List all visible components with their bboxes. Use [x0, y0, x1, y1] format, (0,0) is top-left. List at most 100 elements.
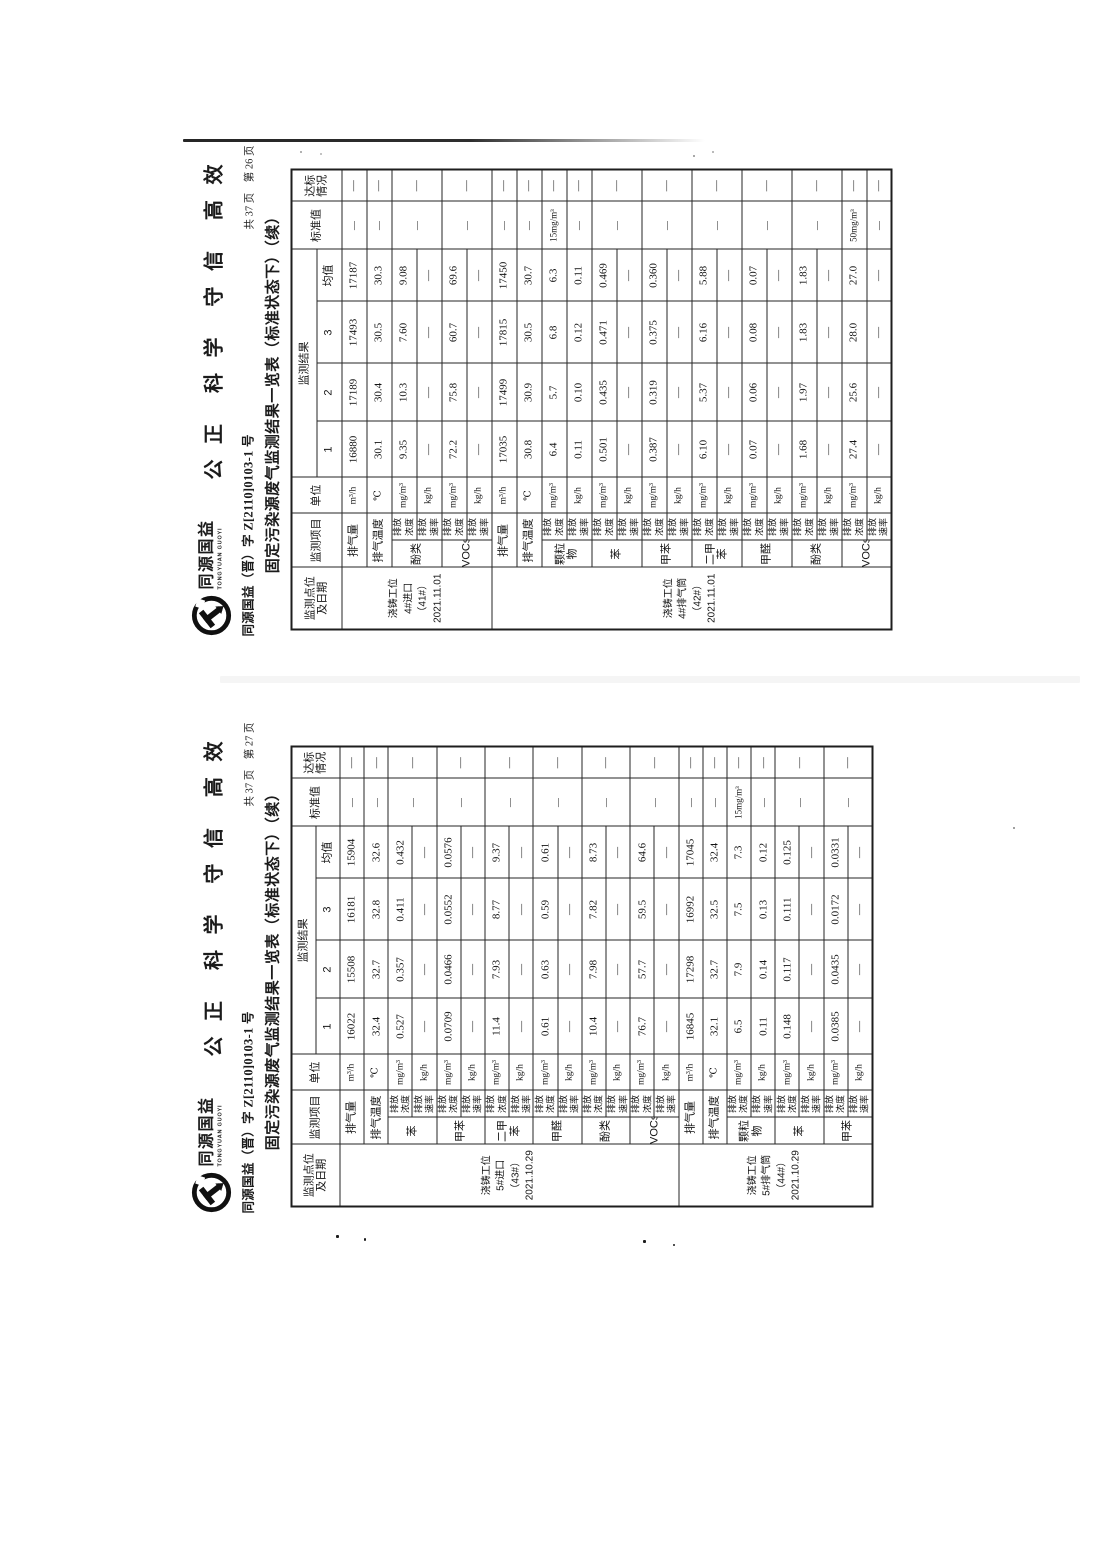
standard-cell: — — [581, 778, 631, 827]
value-cell: — — [412, 940, 437, 999]
standard-cell: — — [339, 778, 365, 827]
value-cell: 15508 — [339, 940, 365, 999]
value-cell: 27.4 — [841, 421, 867, 478]
letterhead: 同源国益 TONGYUAN GUOYI 公 正 科 学 守 信 高 效 同源国益… — [190, 721, 283, 1216]
status-cell: — — [485, 746, 534, 779]
unit-cell: mg/m³ — [791, 477, 817, 514]
value-cell: 5.7 — [541, 363, 567, 422]
monitoring-results-table-page-26: 监测点位 及日期 监测项目 单位 监测结果 标准值 达标 情况 1 2 3 均值 浇铸工位 4#进口… — [290, 168, 893, 631]
unit-cell: kg/h — [412, 1054, 437, 1091]
standard-cell: — — [678, 778, 703, 827]
value-cell: — — [557, 940, 582, 999]
value-cell: 0.435 — [591, 363, 617, 422]
value-cell: — — [605, 940, 631, 999]
header-sample-no: 均值 — [315, 826, 340, 879]
item-cell: 甲苯 — [436, 1117, 485, 1145]
item-cell: 苯 — [775, 1117, 824, 1145]
unit-cell: mg/m³ — [741, 477, 767, 514]
value-cell: — — [716, 421, 742, 478]
value-cell: — — [716, 363, 742, 422]
value-cell: 0.61 — [533, 998, 558, 1055]
value-cell: 6.16 — [691, 301, 717, 364]
value-cell: 8.73 — [581, 826, 606, 879]
value-cell: 16992 — [678, 878, 703, 941]
standard-cell: — — [741, 201, 792, 250]
value-cell: 0.0466 — [436, 940, 461, 999]
value-cell: — — [847, 940, 872, 999]
value-cell: 32.8 — [364, 878, 389, 941]
status-cell: — — [516, 169, 542, 202]
value-cell: — — [816, 421, 842, 478]
value-cell: — — [412, 878, 437, 941]
header-sample-no: 3 — [315, 878, 340, 941]
unit-cell: kg/h — [616, 477, 642, 514]
header-sample-no: 2 — [315, 940, 340, 999]
value-cell: 7.9 — [726, 940, 752, 999]
status-cell: — — [533, 746, 582, 779]
value-cell: 32.1 — [702, 998, 727, 1055]
conc-label-cell: 排放 浓度 — [841, 513, 867, 541]
value-cell: 1.83 — [791, 301, 817, 364]
value-cell: — — [847, 826, 872, 879]
value-cell: — — [557, 998, 582, 1055]
brand-name-en: TONGYUAN GUOYI — [217, 1104, 224, 1167]
value-cell: — — [605, 826, 631, 879]
value-cell: 0.06 — [741, 363, 767, 422]
value-cell: 0.387 — [641, 421, 667, 478]
value-cell: 7.60 — [391, 301, 417, 364]
value-cell: 0.0172 — [823, 878, 848, 941]
value-cell: 0.432 — [388, 826, 413, 879]
status-cell: — — [441, 169, 492, 202]
status-cell: — — [751, 746, 776, 779]
value-cell: 32.4 — [364, 998, 389, 1055]
value-cell: — — [416, 421, 442, 478]
item-cell: 二甲苯 — [485, 1117, 534, 1145]
header-standard: 标准值 — [291, 778, 340, 827]
item-cell: VOCs — [441, 540, 492, 568]
value-cell: — — [766, 363, 792, 422]
conc-label-cell: 排放 浓度 — [581, 1090, 606, 1118]
value-cell: 0.13 — [751, 878, 776, 941]
value-cell: 0.471 — [591, 301, 617, 364]
rate-label-cell: 排放 速率 — [460, 1090, 485, 1118]
value-cell: — — [866, 301, 892, 364]
item-cell: VOCs — [841, 540, 892, 568]
scan-artifact-dot — [364, 1238, 366, 1241]
standard-cell: 50mg/m³ — [841, 201, 867, 250]
site-cell: 浇铸工位 5#进口 （43#） 2021.10.29 — [339, 1144, 679, 1207]
unit-cell: kg/h — [766, 477, 792, 514]
status-cell: — — [541, 169, 567, 202]
value-cell: 1.68 — [791, 421, 817, 478]
item-cell: 酚类 — [391, 540, 442, 568]
brand-row: 同源国益 TONGYUAN GUOYI 公 正 科 学 守 信 高 效 — [190, 721, 234, 1214]
unit-cell: kg/h — [666, 477, 692, 514]
value-cell: 7.5 — [726, 878, 752, 941]
value-cell: 30.5 — [516, 301, 542, 364]
value-cell: 30.9 — [516, 363, 542, 422]
value-cell: 17187 — [341, 249, 367, 302]
header-item: 监测项目 — [291, 1090, 340, 1145]
value-cell: 0.319 — [641, 363, 667, 422]
standard-cell: — — [485, 778, 534, 827]
report-sheet-page-27: 同源国益 TONGYUAN GUOYI 公 正 科 学 守 信 高 效 同源国益… — [184, 721, 873, 1216]
value-cell: 7.98 — [581, 940, 606, 999]
status-cell: — — [591, 169, 642, 202]
status-cell: — — [691, 169, 742, 202]
rate-label-cell: 排放 速率 — [616, 513, 642, 541]
value-cell: 0.59 — [533, 878, 558, 941]
scan-artifact-dot — [300, 151, 302, 153]
standard-cell: — — [533, 778, 582, 827]
value-cell: — — [466, 363, 492, 422]
brand-text: 同源国益 TONGYUAN GUOYI — [198, 1083, 224, 1167]
scan-artifact-dot — [673, 1244, 675, 1246]
unit-cell: kg/h — [605, 1054, 631, 1091]
value-cell: — — [654, 940, 679, 999]
value-cell: — — [816, 363, 842, 422]
unit-cell: mg/m³ — [691, 477, 717, 514]
monitoring-results-table-page-27: 监测点位 及日期 监测项目 单位 监测结果 标准值 达标 情况 1 2 3 均值 浇铸工位 5#进口… — [290, 745, 873, 1208]
status-cell: — — [741, 169, 792, 202]
value-cell: 0.360 — [641, 249, 667, 302]
value-cell: 0.0435 — [823, 940, 848, 999]
value-cell: 0.411 — [388, 878, 413, 941]
value-cell: 10.3 — [391, 363, 417, 422]
